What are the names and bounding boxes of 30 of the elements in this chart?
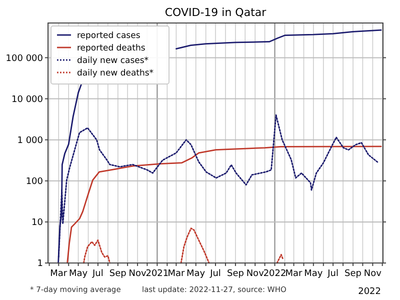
- x-tick-label: Sep: [344, 269, 362, 279]
- legend-label: reported cases: [77, 30, 141, 41]
- y-tick-label: 1: [37, 259, 43, 270]
- x-tick-label: 2022: [263, 269, 286, 279]
- x-tick-label: Jul: [326, 269, 338, 279]
- x-tick-label: Nov: [364, 269, 382, 279]
- x-tick-label: 2021: [146, 269, 169, 279]
- x-tick-label: Nov: [128, 269, 147, 279]
- y-tick-label: 100 000: [6, 54, 44, 64]
- x-tick-label: Mar: [50, 269, 68, 279]
- x-tick-label: May: [186, 269, 206, 279]
- x-tick-label: May: [68, 269, 88, 279]
- y-tick-label: 10: [32, 218, 44, 228]
- x-tick-label: Nov: [246, 269, 265, 279]
- line-series: [66, 146, 382, 264]
- y-tick-label: 100: [26, 177, 44, 188]
- text: 2022: [358, 287, 381, 297]
- chart-title: COVID-19 in Qatar: [164, 6, 267, 19]
- x-tick-label: May: [304, 269, 324, 279]
- x-tick-label: Sep: [109, 269, 127, 279]
- x-tick-label: Mar: [285, 269, 303, 279]
- legend-label: daily new cases*: [77, 56, 149, 66]
- legend-label: daily new deaths*: [77, 68, 154, 78]
- x-tick-label: Jul: [209, 269, 221, 279]
- legend-label: reported deaths: [77, 43, 146, 54]
- x-tick-label: Jul: [92, 269, 104, 279]
- y-tick-label: 1 000: [17, 136, 44, 146]
- x-tick-label: Sep: [226, 269, 244, 279]
- y-tick-label: 10 000: [12, 94, 44, 105]
- x-tick-label: Mar: [168, 269, 185, 279]
